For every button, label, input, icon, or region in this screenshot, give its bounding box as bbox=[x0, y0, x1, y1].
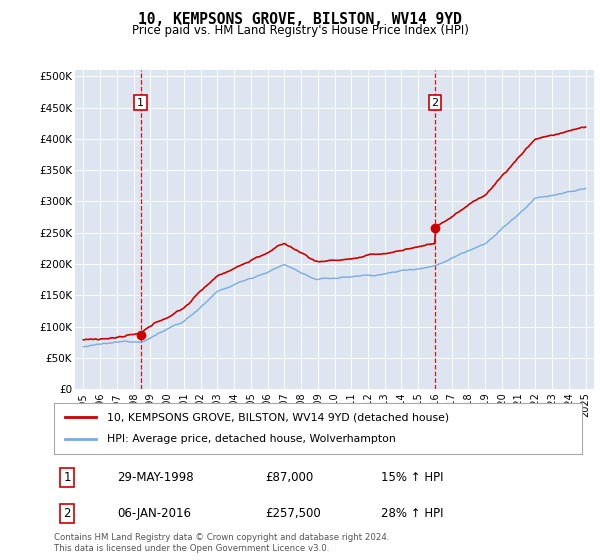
Text: 29-MAY-1998: 29-MAY-1998 bbox=[118, 471, 194, 484]
Text: Price paid vs. HM Land Registry's House Price Index (HPI): Price paid vs. HM Land Registry's House … bbox=[131, 24, 469, 36]
Text: £87,000: £87,000 bbox=[265, 471, 313, 484]
Text: 1: 1 bbox=[64, 471, 71, 484]
Text: 2: 2 bbox=[64, 507, 71, 520]
Text: Contains HM Land Registry data © Crown copyright and database right 2024.
This d: Contains HM Land Registry data © Crown c… bbox=[54, 533, 389, 553]
Text: 28% ↑ HPI: 28% ↑ HPI bbox=[382, 507, 444, 520]
Text: 10, KEMPSONS GROVE, BILSTON, WV14 9YD (detached house): 10, KEMPSONS GROVE, BILSTON, WV14 9YD (d… bbox=[107, 412, 449, 422]
Text: 2: 2 bbox=[431, 97, 439, 108]
Text: £257,500: £257,500 bbox=[265, 507, 321, 520]
Text: 06-JAN-2016: 06-JAN-2016 bbox=[118, 507, 191, 520]
Text: 1: 1 bbox=[137, 97, 144, 108]
Text: HPI: Average price, detached house, Wolverhampton: HPI: Average price, detached house, Wolv… bbox=[107, 435, 395, 445]
Text: 15% ↑ HPI: 15% ↑ HPI bbox=[382, 471, 444, 484]
Text: 10, KEMPSONS GROVE, BILSTON, WV14 9YD: 10, KEMPSONS GROVE, BILSTON, WV14 9YD bbox=[138, 12, 462, 27]
